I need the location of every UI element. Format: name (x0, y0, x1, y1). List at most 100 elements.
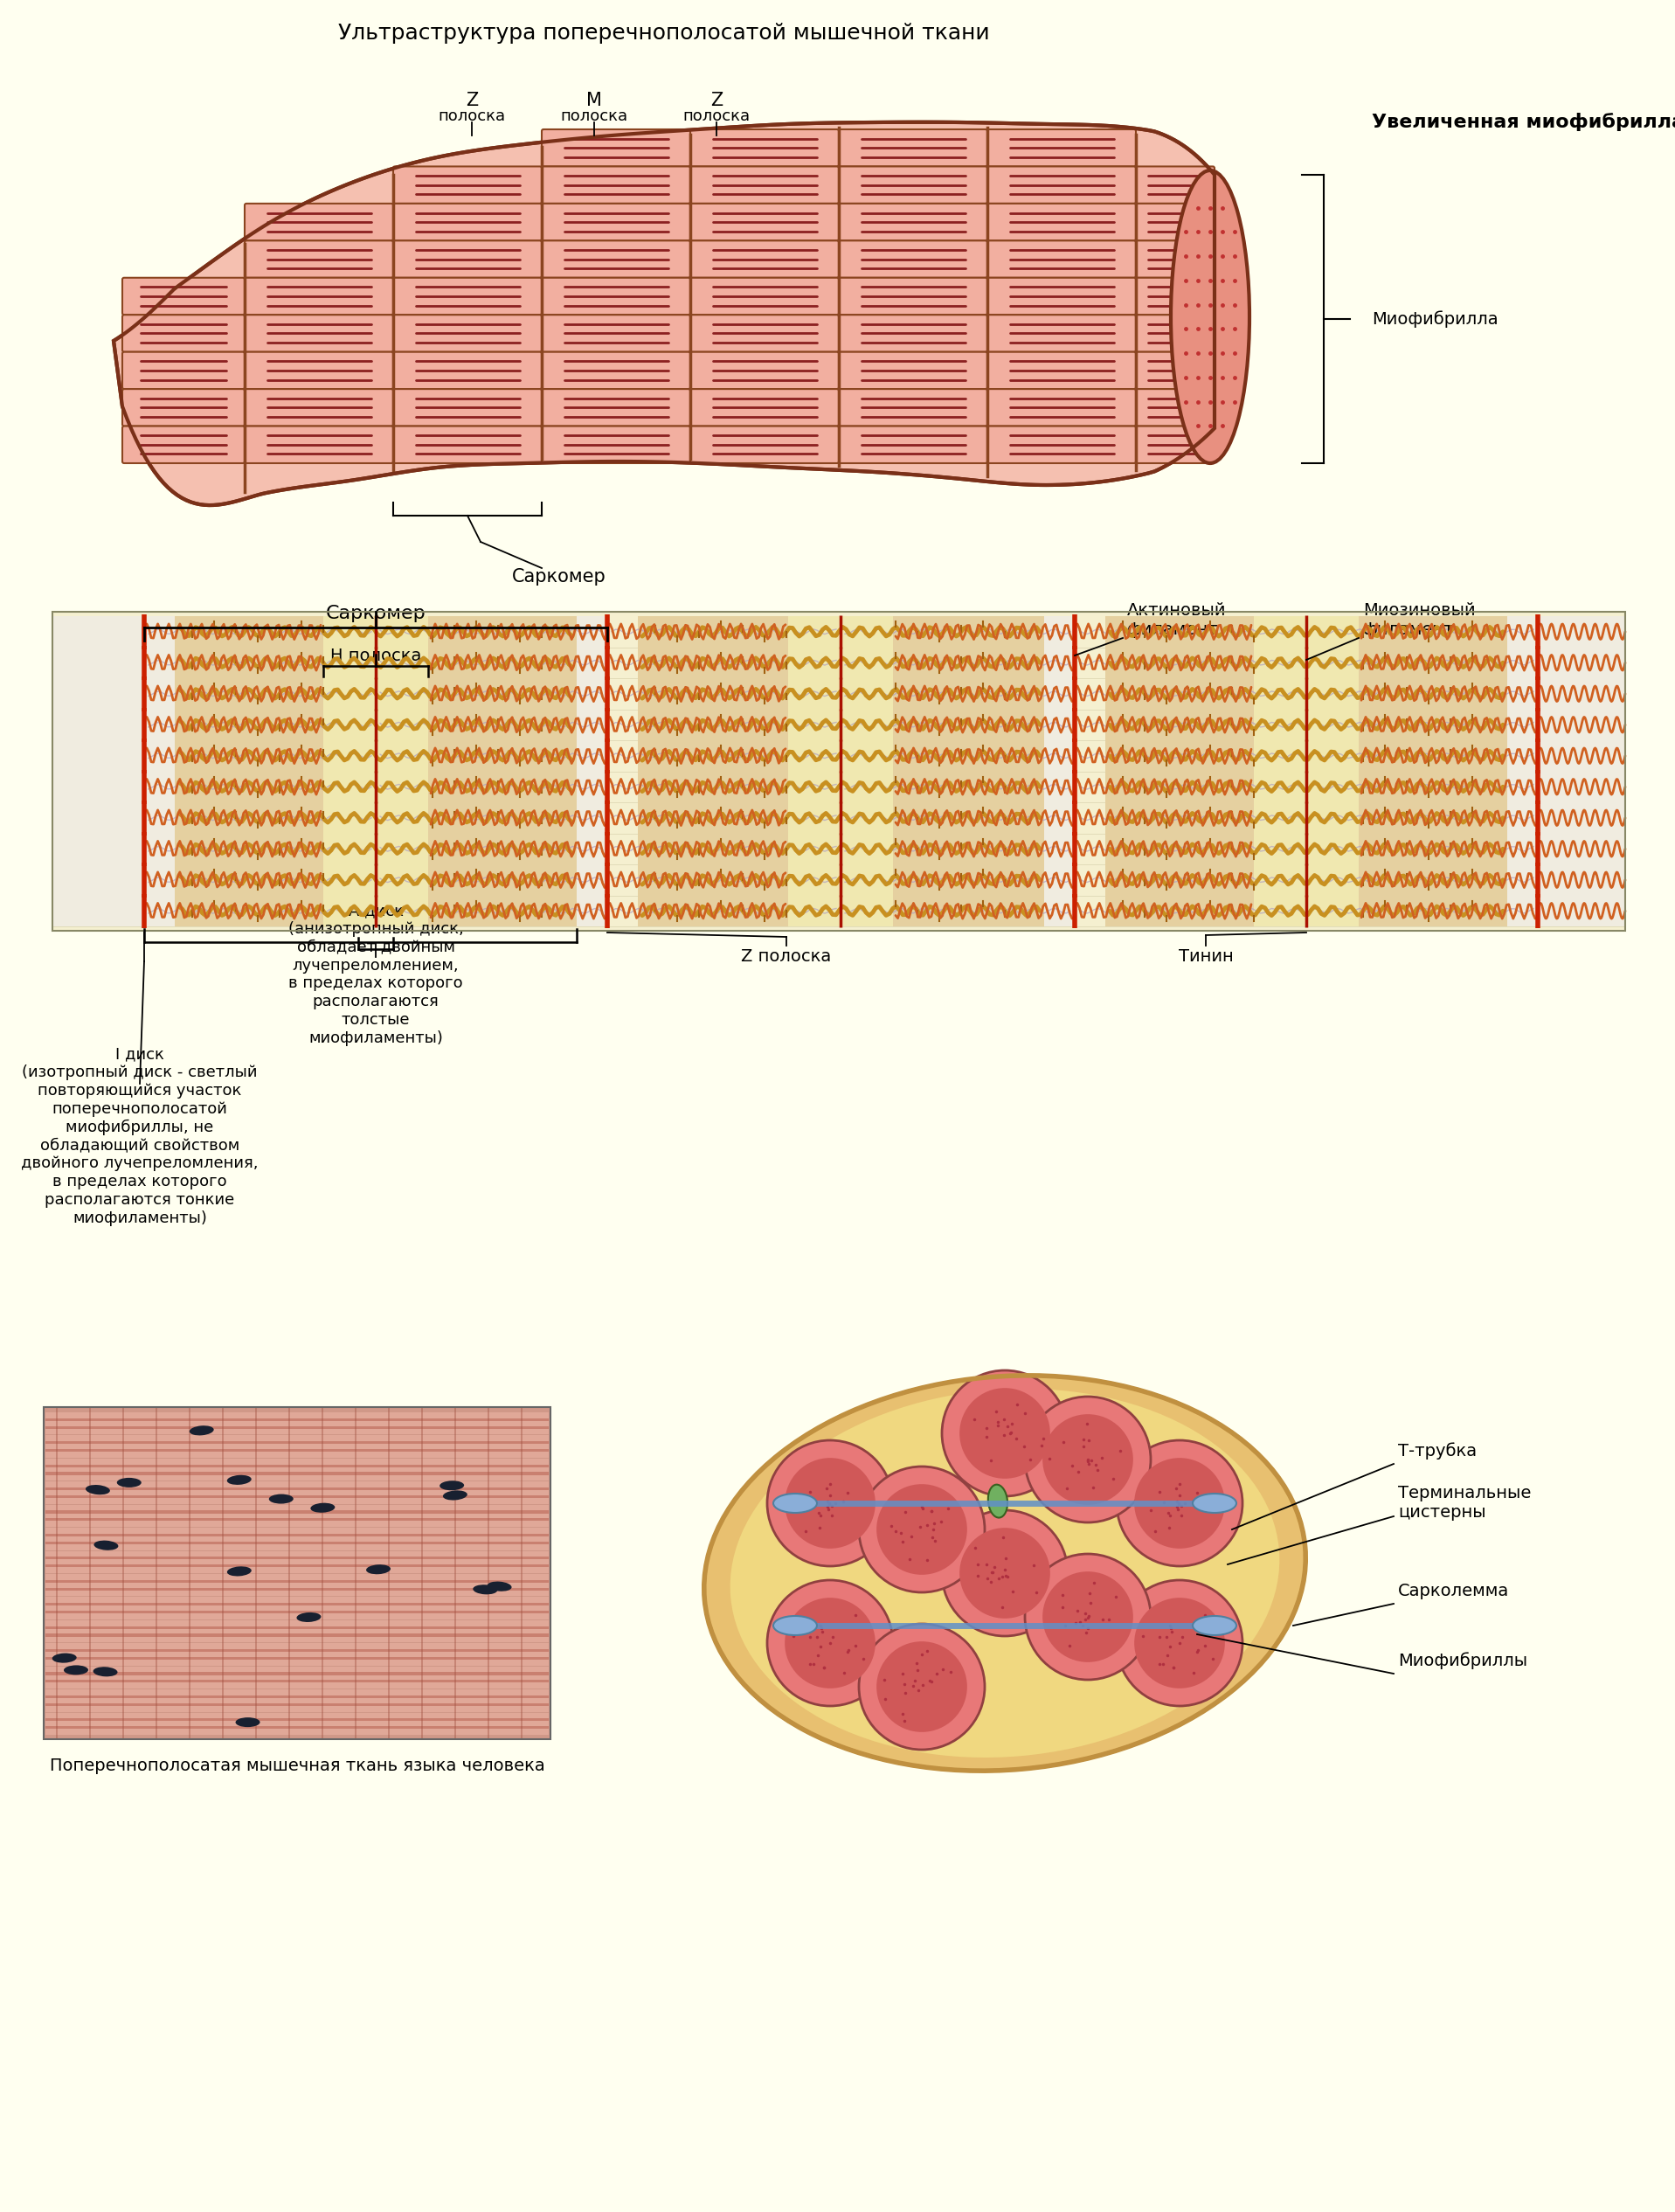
Bar (45, 1588, 549, 1590)
FancyBboxPatch shape (1136, 389, 1214, 427)
Bar (45, 1427, 549, 1429)
Text: Миозиновый
филамент: Миозиновый филамент (1363, 602, 1476, 639)
FancyBboxPatch shape (690, 241, 839, 279)
Bar (174, 741, 576, 772)
Circle shape (960, 1528, 1050, 1619)
Ellipse shape (94, 1540, 119, 1551)
FancyBboxPatch shape (122, 314, 245, 352)
Bar (1044, 803, 1075, 834)
FancyBboxPatch shape (541, 166, 690, 204)
FancyBboxPatch shape (245, 314, 394, 352)
Bar (45, 1725, 549, 1730)
Bar (156, 1407, 157, 1739)
Circle shape (941, 1371, 1067, 1495)
Bar (638, 741, 1044, 772)
FancyBboxPatch shape (839, 314, 987, 352)
Bar (45, 1486, 549, 1491)
Bar (45, 1551, 549, 1573)
Bar (144, 679, 174, 710)
Bar (45, 1542, 549, 1544)
Bar (454, 1407, 456, 1739)
Bar (1538, 772, 1625, 803)
FancyBboxPatch shape (690, 352, 839, 389)
Bar (144, 865, 174, 896)
FancyBboxPatch shape (541, 128, 690, 166)
FancyBboxPatch shape (394, 279, 541, 314)
Bar (638, 865, 1044, 896)
Bar (45, 1504, 549, 1526)
Bar (1508, 896, 1538, 927)
Bar (1255, 803, 1358, 834)
Ellipse shape (774, 1617, 817, 1635)
Bar (45, 1575, 549, 1597)
FancyBboxPatch shape (987, 314, 1136, 352)
Text: M: M (586, 91, 601, 108)
Bar (789, 803, 893, 834)
Bar (45, 1511, 549, 1513)
Bar (638, 896, 1044, 927)
Polygon shape (114, 122, 1214, 504)
Bar (52, 613, 1625, 931)
FancyBboxPatch shape (1136, 352, 1214, 389)
Bar (1538, 741, 1625, 772)
Bar (45, 1712, 549, 1734)
Bar (45, 1703, 549, 1705)
Text: Т-трубка: Т-трубка (1399, 1442, 1477, 1460)
Bar (576, 617, 608, 648)
FancyBboxPatch shape (690, 204, 839, 241)
Bar (52, 865, 144, 896)
Bar (45, 1533, 549, 1537)
Text: Актиновый
филамент: Актиновый филамент (1127, 602, 1226, 639)
Circle shape (1042, 1413, 1132, 1504)
Bar (789, 648, 893, 679)
Bar (1508, 803, 1538, 834)
Bar (638, 772, 1044, 803)
Bar (45, 1694, 549, 1699)
FancyBboxPatch shape (122, 427, 245, 462)
Bar (255, 1407, 256, 1739)
Bar (45, 1418, 549, 1420)
Ellipse shape (228, 1566, 251, 1577)
Ellipse shape (367, 1564, 390, 1575)
FancyBboxPatch shape (394, 166, 541, 204)
Bar (1044, 865, 1075, 896)
FancyBboxPatch shape (245, 241, 394, 279)
Bar (323, 741, 429, 772)
Text: Терминальные
цистерны: Терминальные цистерны (1399, 1484, 1531, 1522)
Bar (45, 1458, 549, 1480)
Bar (45, 1657, 549, 1659)
FancyBboxPatch shape (394, 241, 541, 279)
Bar (1106, 865, 1508, 896)
Bar (1538, 679, 1625, 710)
Bar (576, 772, 608, 803)
Bar (144, 772, 174, 803)
Bar (45, 1528, 549, 1551)
Ellipse shape (117, 1478, 141, 1486)
Bar (487, 1407, 489, 1739)
Circle shape (1117, 1579, 1243, 1705)
Ellipse shape (442, 1491, 467, 1500)
Bar (288, 1407, 290, 1739)
Ellipse shape (487, 1582, 511, 1590)
Bar (638, 679, 1044, 710)
Bar (323, 834, 429, 865)
Circle shape (767, 1579, 893, 1705)
Bar (45, 1597, 549, 1619)
Bar (1508, 834, 1538, 865)
Bar (323, 803, 429, 834)
Bar (1508, 741, 1538, 772)
FancyBboxPatch shape (987, 352, 1136, 389)
FancyBboxPatch shape (245, 204, 394, 241)
Bar (1106, 648, 1508, 679)
Bar (638, 834, 1044, 865)
Text: полоска: полоска (683, 108, 750, 124)
Bar (45, 1626, 549, 1628)
Bar (174, 710, 576, 741)
Bar (52, 648, 144, 679)
Bar (1538, 710, 1625, 741)
Bar (144, 741, 174, 772)
Bar (323, 772, 429, 803)
Bar (1508, 710, 1538, 741)
FancyBboxPatch shape (394, 314, 541, 352)
Text: Ультраструктура поперечнополосатой мышечной ткани: Ультраструктура поперечнополосатой мышеч… (338, 22, 990, 44)
